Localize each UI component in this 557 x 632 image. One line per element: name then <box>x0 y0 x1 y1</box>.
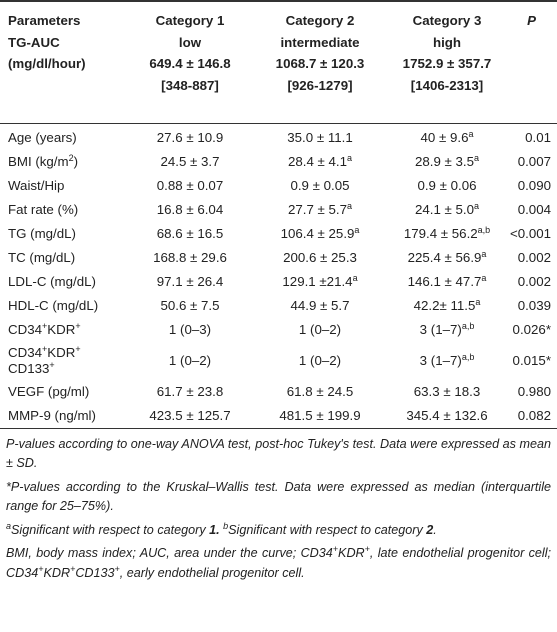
category-1-value: 68.6 ± 16.5 <box>156 226 224 241</box>
row-label: TC (mg/dL) <box>8 249 76 265</box>
category-2-value: 481.5 ± 199.9 <box>256 403 384 429</box>
p-value: 0.039 <box>517 298 551 313</box>
category-3-value: 63.3 ± 18.3 <box>413 384 481 399</box>
category-1-value: 168.8 ± 29.6 <box>153 250 227 265</box>
header-p-value: P <box>510 0 557 124</box>
header-category-1: Category 1 low 649.4 ± 146.8 [348-887] <box>124 0 256 124</box>
category-2-value: 1 (0–2) <box>298 322 342 337</box>
table-row: TG (mg/dL) 68.6 ± 16.5 106.4 ± 25.9a 179.4 … <box>0 222 557 246</box>
category-2-value: 129.1 ±21.4a <box>282 273 358 290</box>
header-parameters: Parameters TG-AUC (mg/dl/hour) <box>0 0 124 124</box>
table-row: HDL-C (mg/dL) 50.6 ± 7.5 44.9 ± 5.7 42.2± 1… <box>0 294 557 318</box>
data-table: Parameters TG-AUC (mg/dl/hour) Category … <box>0 0 557 429</box>
p-value: 0.002 <box>517 250 551 265</box>
category-3-value: 28.9 ± 3.5a <box>414 153 480 170</box>
category-2-value: 200.6 ± 25.3 <box>283 250 357 265</box>
category-3-value: 24.1 ± 5.0a <box>414 201 480 218</box>
category-2-value: 0.9 ± 0.05 <box>290 178 350 193</box>
category-2-value: 61.8 ± 24.5 <box>286 384 354 399</box>
table-row: Age (years) 27.6 ± 10.9 35.0 ± 11.1 40 ± 9.… <box>0 123 557 150</box>
header-category-2: Category 2 intermediate 1068.7 ± 120.3 [… <box>256 0 384 124</box>
table-row: Fat rate (%) 16.8 ± 6.04 27.7 ± 5.7a 24.1 ±… <box>0 198 557 222</box>
table-footnotes: P-values according to one-way ANOVA test… <box>0 429 557 584</box>
category-1-value: 423.5 ± 125.7 <box>124 403 256 429</box>
category-1-value: 24.5 ± 3.7 <box>160 154 220 169</box>
footnote-abbreviations: BMI, body mass index; AUC, area under th… <box>6 544 552 581</box>
category-1-value: 27.6 ± 10.9 <box>156 130 224 145</box>
row-label: CD34+KDR+ <box>8 320 81 337</box>
category-1-value: 0.88 ± 0.07 <box>156 178 224 193</box>
row-label: HDL-C (mg/dL) <box>8 297 99 313</box>
category-1-value: 97.1 ± 26.4 <box>156 274 224 289</box>
p-value: 0.007 <box>517 154 551 169</box>
p-value: 0.002 <box>517 274 551 289</box>
category-2-value: 44.9 ± 5.7 <box>290 298 350 313</box>
category-2-value: 28.4 ± 4.1a <box>287 153 353 170</box>
row-label: LDL-C (mg/dL) <box>8 273 96 289</box>
row-label: BMI (kg/m2) <box>8 152 79 169</box>
category-3-value: 179.4 ± 56.2a,b <box>403 225 491 242</box>
footnote-anova: P-values according to one-way ANOVA test… <box>6 436 551 471</box>
table-row: BMI (kg/m2) 24.5 ± 3.7 28.4 ± 4.1a 28.9 ± 3… <box>0 150 557 174</box>
p-value: 0.082 <box>510 403 557 429</box>
table-row: VEGF (pg/ml) 61.7 ± 23.8 61.8 ± 24.5 63.3 ±… <box>0 380 557 404</box>
category-2-value: 35.0 ± 11.1 <box>287 130 353 145</box>
table-row: LDL-C (mg/dL) 97.1 ± 26.4 129.1 ±21.4a 146.… <box>0 270 557 294</box>
table-row: Waist/Hip 0.88 ± 0.07 0.9 ± 0.05 0.9 ± 0.06… <box>0 174 557 198</box>
p-value: 0.01 <box>525 130 551 145</box>
footnote-kruskal-wallis: *P-values according to the Kruskal–Walli… <box>6 479 551 514</box>
category-2-value: 27.7 ± 5.7a <box>287 201 353 218</box>
row-label: VEGF (pg/ml) <box>8 383 90 399</box>
category-3-value: 40 ± 9.6a <box>420 129 474 146</box>
table-row: CD34+KDR+ CD133+ 1 (0–2) 1 (0–2) 3 (1–7)a,b 0… <box>0 342 557 380</box>
category-3-value: 225.4 ± 56.9a <box>407 249 487 266</box>
category-1-value: 61.7 ± 23.8 <box>156 384 224 399</box>
header-row: Parameters TG-AUC (mg/dl/hour) Category … <box>0 0 557 124</box>
p-value: 0.026* <box>512 322 551 337</box>
p-value: 0.090 <box>517 178 551 193</box>
table-row: MMP-9 (ng/ml) 423.5 ± 125.7 481.5 ± 199.9 3… <box>0 403 557 429</box>
category-2-value: 106.4 ± 25.9a <box>280 225 360 242</box>
category-3-value: 3 (1–7)a,b <box>419 352 475 369</box>
category-1-value: 1 (0–3) <box>168 322 212 337</box>
row-label: Fat rate (%) <box>8 201 79 217</box>
table-row: CD34+KDR+ 1 (0–3) 1 (0–2) 3 (1–7)a,b 0.026* <box>0 318 557 342</box>
row-label: MMP-9 (ng/ml) <box>0 403 124 429</box>
category-2-value: 1 (0–2) <box>298 353 342 368</box>
p-value: <0.001 <box>510 226 552 241</box>
category-3-value: 3 (1–7)a,b <box>419 321 475 338</box>
category-3-value: 0.9 ± 0.06 <box>417 178 477 193</box>
category-1-value: 16.8 ± 6.04 <box>156 202 224 217</box>
row-label: CD34+KDR+ CD133+ <box>8 343 81 376</box>
p-value: 0.004 <box>517 202 551 217</box>
category-3-value: 42.2± 11.5a <box>413 297 481 314</box>
row-label: Age (years) <box>8 129 77 145</box>
p-value: 0.980 <box>517 384 551 399</box>
header-category-3: Category 3 high 1752.9 ± 357.7 [1406-231… <box>384 0 510 124</box>
p-value: 0.015* <box>512 353 551 368</box>
row-label: TG (mg/dL) <box>8 225 76 241</box>
row-label: Waist/Hip <box>8 177 65 193</box>
category-1-value: 1 (0–2) <box>168 353 212 368</box>
table-row: TC (mg/dL) 168.8 ± 29.6 200.6 ± 25.3 225.4 … <box>0 246 557 270</box>
footnote-significance: aSignificant with respect to category 1.… <box>6 520 437 537</box>
category-3-value: 345.4 ± 132.6 <box>384 403 510 429</box>
category-3-value: 146.1 ± 47.7a <box>407 273 487 290</box>
category-1-value: 50.6 ± 7.5 <box>160 298 220 313</box>
